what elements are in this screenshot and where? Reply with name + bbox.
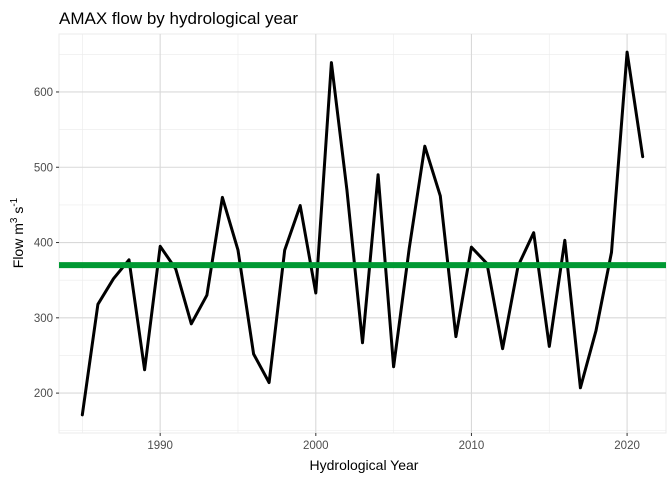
data-point	[407, 247, 411, 250]
y-tick-label: 200	[34, 388, 53, 400]
y-axis: 200 300 400 500 600	[34, 87, 59, 400]
data-point	[423, 144, 426, 148]
data-point	[454, 335, 458, 338]
plot-area	[59, 50, 666, 417]
data-point	[221, 196, 224, 199]
data-point	[190, 322, 193, 326]
data-point	[563, 239, 567, 242]
data-point	[158, 245, 162, 248]
y-axis-title: Flow m3 s-1	[9, 197, 26, 268]
data-point	[236, 248, 240, 252]
data-point	[470, 245, 473, 249]
data-point	[81, 413, 84, 417]
y-tick-label: 500	[34, 162, 53, 174]
data-point	[267, 381, 271, 384]
y-tick-label: 600	[34, 87, 53, 99]
y-tick-label: 300	[34, 313, 53, 325]
data-point	[392, 365, 395, 368]
data-point	[205, 294, 209, 297]
y-tick-label: 400	[34, 238, 53, 250]
data-point	[143, 368, 146, 371]
panel-border	[58, 33, 667, 434]
x-tick-label: 2000	[303, 440, 329, 452]
x-tick-label: 2010	[459, 440, 485, 452]
data-point	[439, 194, 442, 198]
flow-series-line	[80, 50, 645, 417]
data-point	[548, 345, 551, 348]
grid-lines	[58, 33, 667, 434]
data-point	[501, 347, 504, 350]
data-point	[345, 188, 349, 192]
data-point	[376, 173, 380, 176]
data-point	[314, 291, 318, 295]
data-point	[625, 50, 629, 54]
data-point	[112, 277, 115, 280]
data-point	[96, 303, 100, 306]
chart-title: AMAX flow by hydrological year	[59, 9, 298, 28]
data-point	[299, 204, 302, 207]
data-point	[610, 251, 613, 254]
x-axis-title: Hydrological Year	[310, 457, 419, 473]
data-point	[174, 267, 177, 271]
data-point	[641, 155, 644, 158]
data-point	[361, 341, 364, 344]
data-point	[330, 61, 333, 64]
data-point	[127, 258, 131, 262]
x-axis: 1990 2000 2010 2020	[147, 433, 640, 452]
data-point	[252, 352, 255, 356]
x-tick-label: 1990	[147, 440, 173, 452]
data-point	[532, 231, 535, 234]
data-point	[594, 329, 598, 332]
data-point	[283, 248, 286, 252]
data-point	[579, 386, 582, 390]
x-tick-label: 2020	[614, 440, 640, 452]
